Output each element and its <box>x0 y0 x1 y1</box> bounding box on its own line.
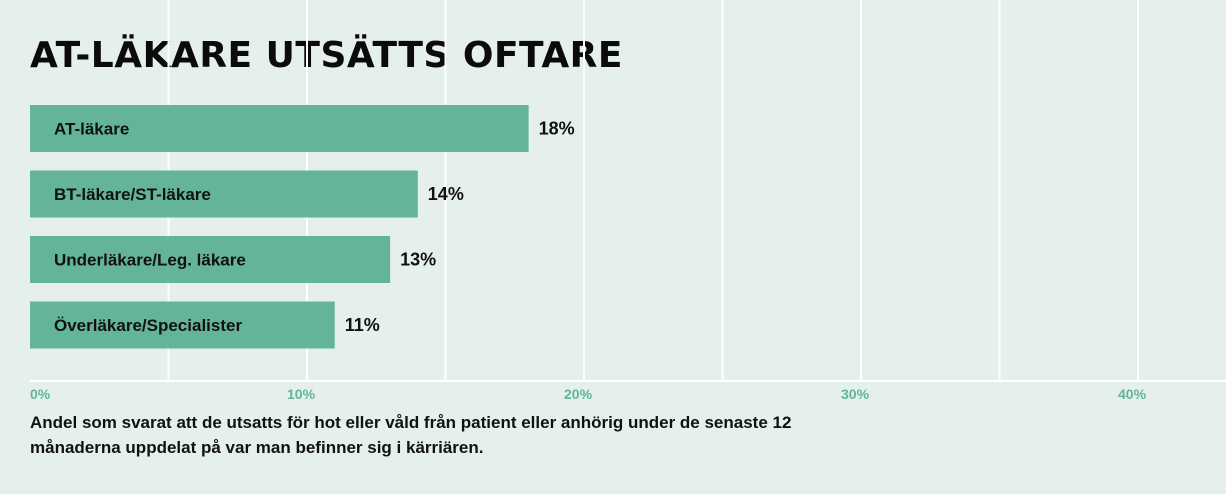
value-label: 18% <box>539 119 575 139</box>
value-label: 13% <box>400 250 436 270</box>
bar <box>30 170 418 218</box>
value-label: 11% <box>345 315 380 335</box>
value-label: 14% <box>428 184 464 204</box>
chart-title: AT-LÄKARE UTSÄTTS OFTARE <box>30 35 623 76</box>
bar <box>30 236 391 283</box>
bar <box>30 105 529 152</box>
x-tick-label: 40% <box>1118 386 1147 402</box>
x-tick-label: 20% <box>564 386 593 402</box>
chart-caption: Andel som svarat att de utsatts för hot … <box>30 413 792 457</box>
category-label: Överläkare/Specialister <box>54 316 242 335</box>
category-label: BT-läkare/ST-läkare <box>54 185 211 204</box>
category-label: Underläkare/Leg. läkare <box>54 251 246 270</box>
x-tick-label: 30% <box>841 386 870 402</box>
x-tick-label: 0% <box>30 386 51 402</box>
category-label: AT-läkare <box>54 120 129 139</box>
bar <box>30 301 335 349</box>
x-tick-label: 10% <box>287 386 316 402</box>
